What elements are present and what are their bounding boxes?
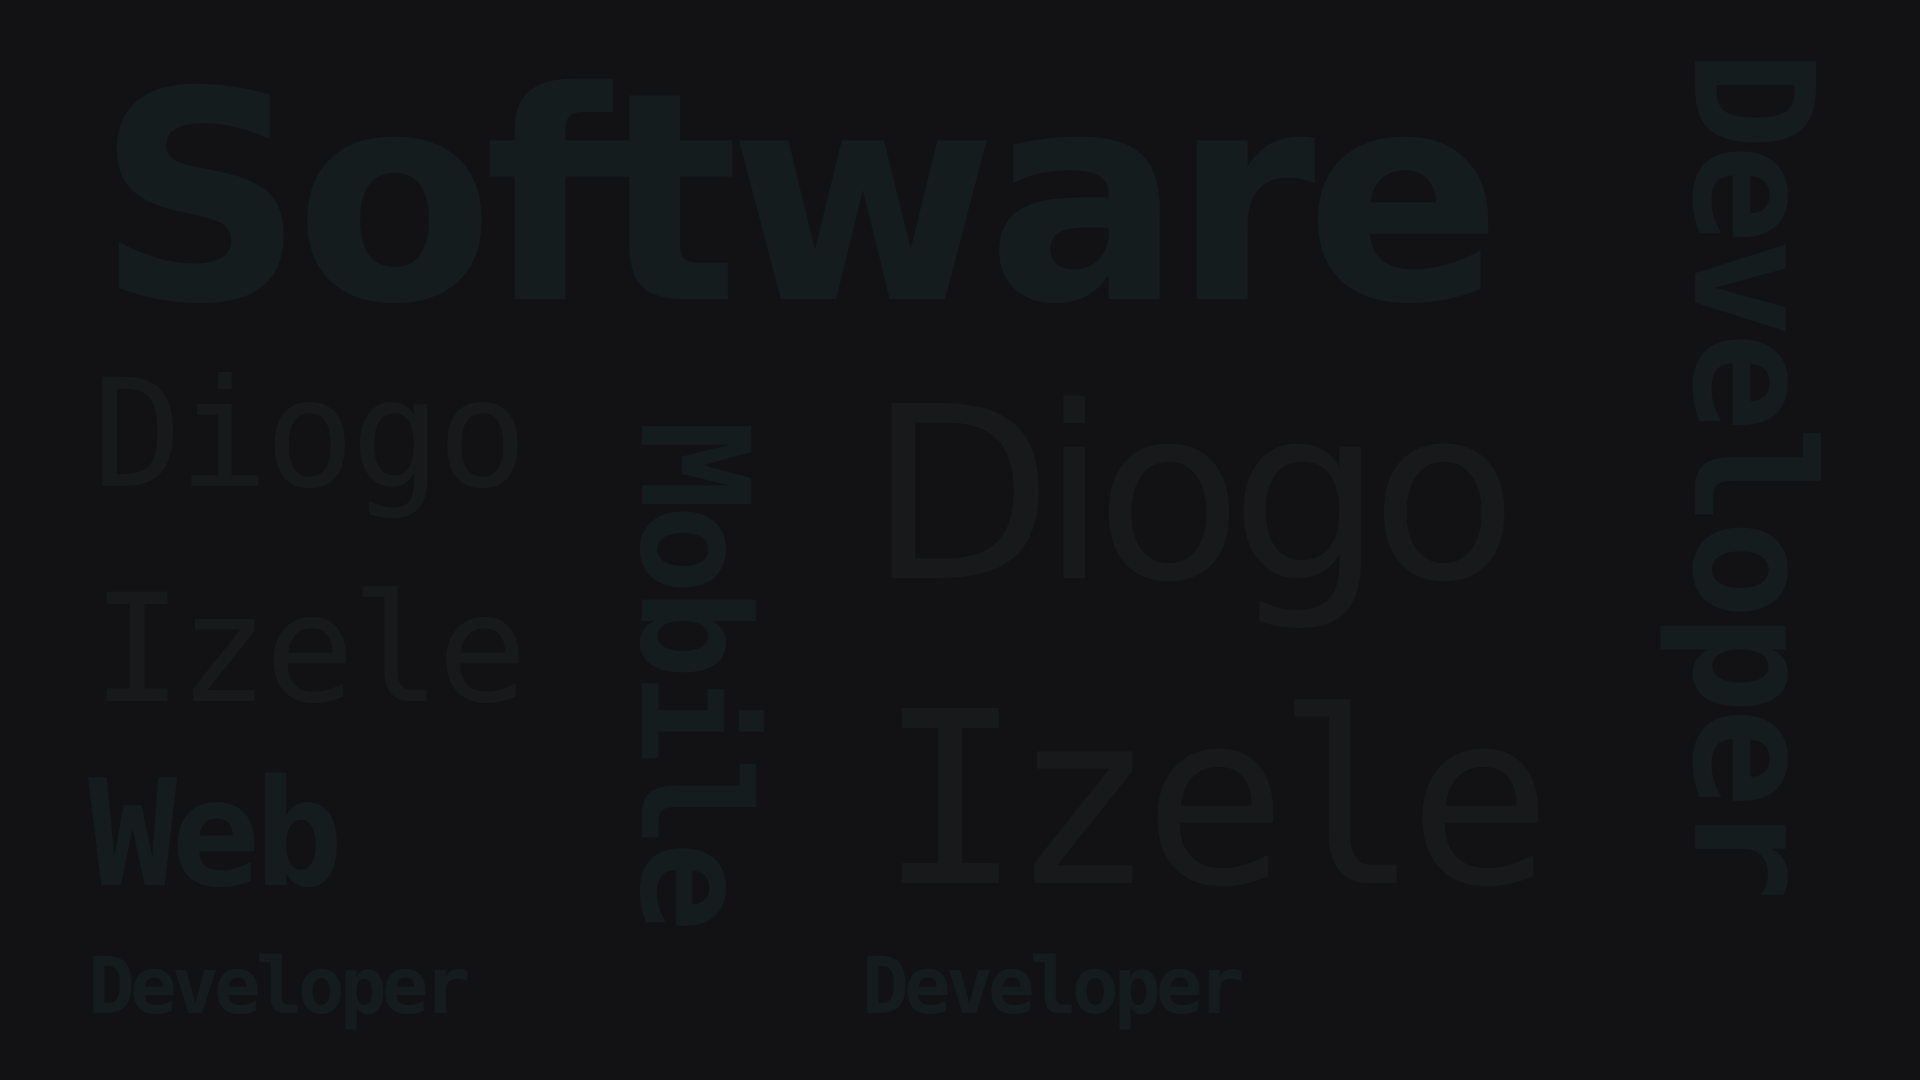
- web-word: Web: [88, 748, 343, 920]
- developer-word-right: Developer: [862, 942, 1245, 1032]
- mobile-word-container: Mobile: [606, 420, 780, 1020]
- izele-word-small: Izele: [92, 563, 528, 737]
- mobile-word-vertical: Mobile: [606, 420, 780, 926]
- software-word: Software: [96, 31, 1502, 368]
- diogo-word-small: Diogo: [92, 348, 528, 522]
- diogo-word-large: Diogo: [868, 355, 1517, 635]
- developer-word-left: Developer: [88, 942, 471, 1032]
- developer-vertical-container: Developer: [1650, 50, 1848, 1040]
- developer-word-vertical: Developer: [1655, 50, 1848, 896]
- izele-word-large: Izele: [878, 660, 1552, 940]
